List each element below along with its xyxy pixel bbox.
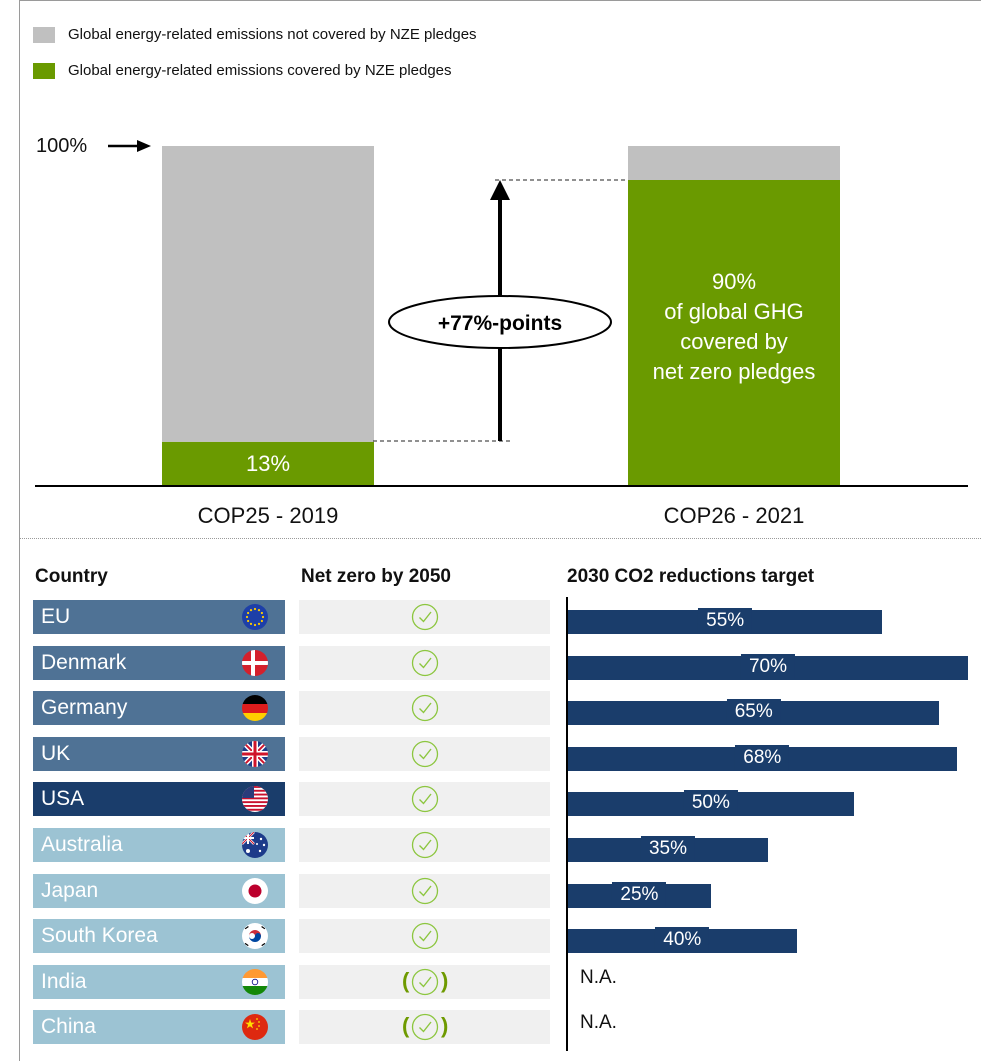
country-cell: UK [33, 737, 285, 771]
country-cell: South Korea [33, 919, 285, 953]
target-value-label: 70% [740, 654, 796, 679]
header-net-zero: Net zero by 2050 [301, 566, 451, 587]
partial-paren-right-icon: ) [441, 968, 449, 993]
net-zero-cell [299, 828, 550, 862]
increase-badge [388, 295, 612, 349]
denmark-flag-icon [242, 650, 268, 676]
hundred-arrowhead-icon [137, 140, 151, 152]
legend-swatch-not-covered [33, 27, 55, 43]
country-cell: India [33, 965, 285, 999]
country-name: Denmark [41, 651, 127, 674]
bar-value-label-1: 90% of global GHG covered by net zero pledg… [628, 267, 840, 387]
country-cell: Germany [33, 691, 285, 725]
bar-not-covered-1 [628, 146, 840, 180]
country-cell: China [33, 1010, 285, 1044]
uk-flag-icon [242, 741, 268, 767]
checkmark-circle-icon [411, 649, 439, 677]
bar-value-label-0: 13% [162, 449, 374, 479]
bar-covered-1 [628, 180, 840, 486]
bar-value-line: 13% [245, 450, 291, 476]
country-name: UK [41, 742, 71, 765]
china-flag-icon [242, 1014, 268, 1040]
net-zero-cell: () [299, 1010, 550, 1044]
category-label-cop25: COP25 - 2019 [197, 503, 339, 528]
bars-group [162, 146, 840, 486]
checkmark-circle-icon [411, 603, 439, 631]
country-name: China [41, 1015, 96, 1038]
net-zero-cell [299, 646, 550, 680]
target-value-label: 55% [698, 608, 753, 633]
figure-frame [19, 0, 981, 1061]
target-value-label: 25% [612, 882, 667, 907]
bar-value-line: covered by [680, 329, 788, 354]
section-divider [20, 538, 981, 539]
target-axis-line [566, 597, 568, 1051]
checkmark-circle-icon [411, 785, 439, 813]
target-value-label: 50% [683, 790, 738, 815]
country-name: Australia [41, 833, 123, 856]
bar-value-line: 90% [711, 269, 757, 294]
net-zero-cell [299, 782, 550, 816]
partial-paren-left-icon: ( [402, 968, 410, 993]
country-name: Germany [41, 696, 128, 719]
partial-paren-left-icon: ( [402, 1013, 410, 1038]
bar-covered-0 [162, 441, 374, 486]
country-name: South Korea [41, 924, 158, 947]
increase-arrow-icon [490, 180, 510, 200]
header-target: 2030 CO2 reductions target [567, 566, 815, 587]
south-korea-flag-icon [242, 923, 268, 949]
hundred-percent-label: 100% [36, 135, 88, 157]
net-zero-cell: () [299, 965, 550, 999]
bar-not-covered-0 [162, 146, 374, 442]
country-name: USA [41, 787, 85, 810]
eu-flag-icon [242, 604, 268, 630]
usa-flag-icon [242, 786, 268, 812]
category-label-cop26: COP26 - 2021 [663, 503, 805, 528]
checkmark-circle-partial-icon [411, 968, 439, 996]
net-zero-cell [299, 874, 550, 908]
bar-value-line: of global GHG [664, 299, 804, 324]
country-name: EU [41, 605, 71, 628]
checkmark-circle-icon [411, 740, 439, 768]
country-name: Japan [41, 879, 99, 902]
india-flag-icon [242, 969, 268, 995]
target-value-label: 68% [735, 745, 790, 770]
country-cell: EU [33, 600, 285, 634]
coverage-chart: +77%-points [35, 140, 968, 487]
checkmark-circle-icon [411, 922, 439, 950]
country-cell: Denmark [33, 646, 285, 680]
net-zero-cell [299, 919, 550, 953]
target-value-label: 35% [640, 836, 696, 861]
target-not-available: N.A. [580, 1012, 617, 1033]
header-country: Country [35, 566, 108, 587]
country-cell: USA [33, 782, 285, 816]
country-name: India [41, 970, 87, 993]
bar-value-line: net zero pledges [652, 359, 816, 384]
net-zero-cell [299, 737, 550, 771]
legend-label-not-covered: Global energy-related emissions not cove… [68, 26, 477, 43]
checkmark-circle-icon [411, 877, 439, 905]
increase-label: +77%-points [438, 312, 562, 335]
target-value-label: 40% [655, 927, 710, 952]
legend-label-covered: Global energy-related emissions covered … [68, 62, 452, 79]
partial-paren-right-icon: ) [441, 1013, 449, 1038]
checkmark-circle-partial-icon [411, 1013, 439, 1041]
target-value-label: 65% [726, 699, 781, 724]
legend-swatch-covered [33, 63, 55, 79]
country-cell: Australia [33, 828, 285, 862]
australia-flag-icon [242, 832, 268, 858]
net-zero-cell [299, 600, 550, 634]
japan-flag-icon [242, 878, 268, 904]
country-cell: Japan [33, 874, 285, 908]
checkmark-circle-icon [411, 694, 439, 722]
net-zero-cell [299, 691, 550, 725]
germany-flag-icon [242, 695, 268, 721]
checkmark-circle-icon [411, 831, 439, 859]
target-not-available: N.A. [580, 967, 617, 988]
